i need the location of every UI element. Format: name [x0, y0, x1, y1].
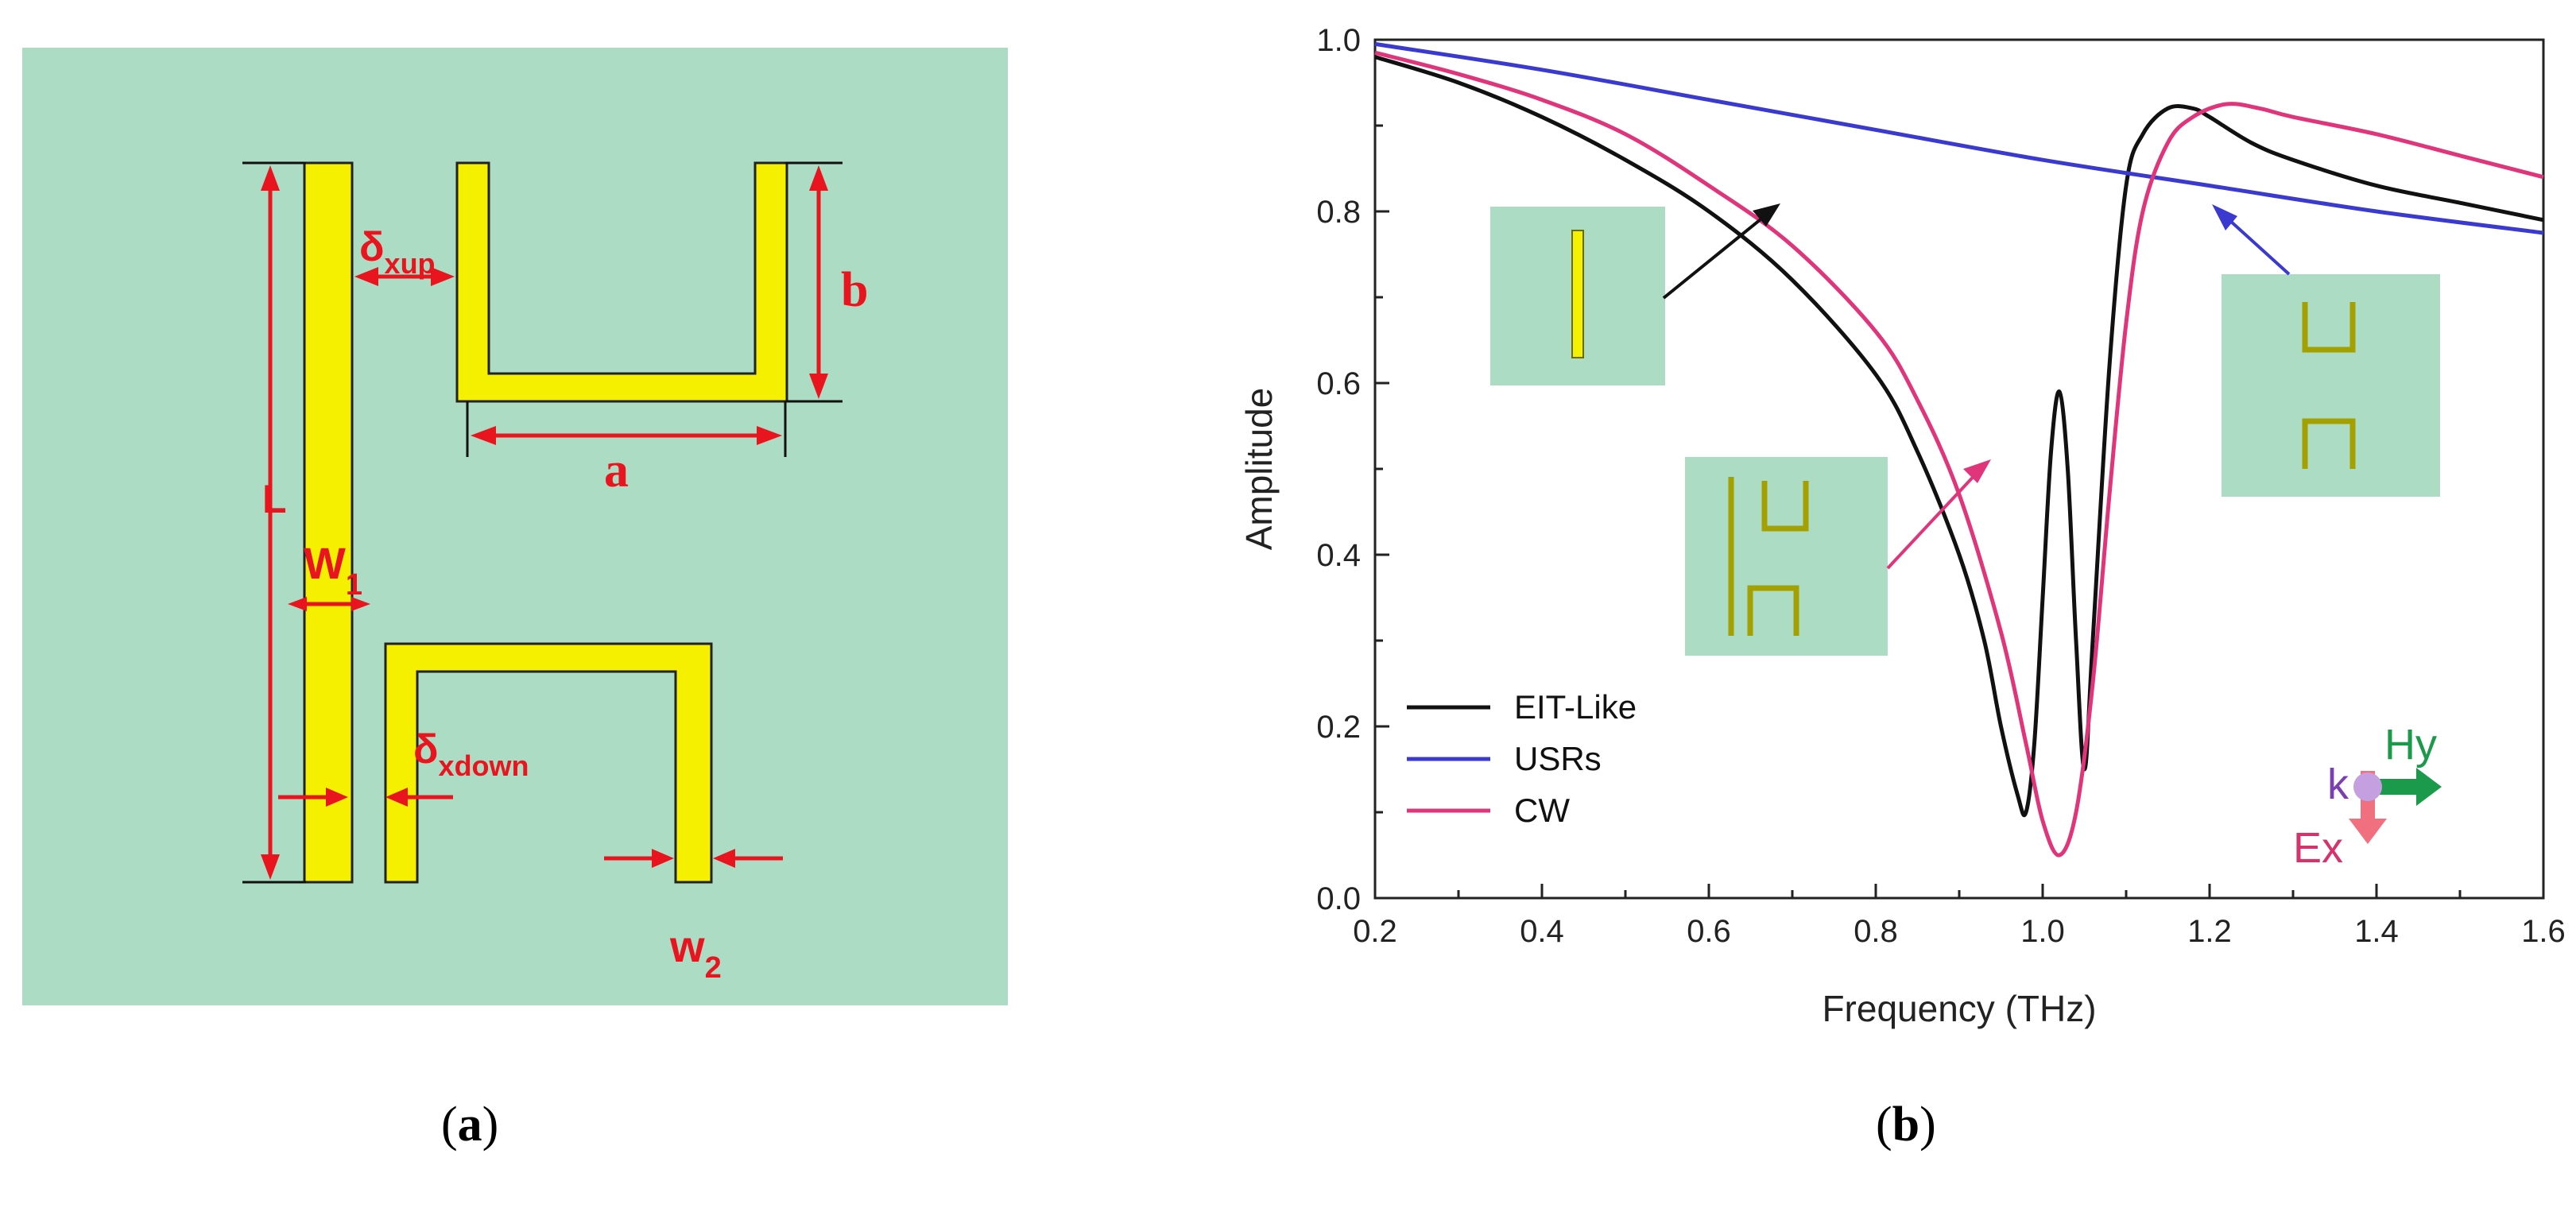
- x-axis-label: Frequency (THz): [1822, 988, 2096, 1029]
- label-w1: W1: [304, 538, 362, 602]
- label-delta-xup: δxup: [359, 224, 436, 280]
- label-b: b: [841, 263, 868, 317]
- axis-ticks: 0.2 0.4 0.6 0.8 1.0 1.2 1.4 1.60.00.20.40.60.81…: [1316, 23, 2565, 949]
- amplitude-chart: 0.2 0.4 0.6 0.8 1.0 1.2 1.4 1.60.00.20.40.60.81…: [1238, 23, 2566, 1029]
- x-tick-label: 0.4: [1520, 914, 1564, 949]
- k-vector-icon: [2353, 773, 2382, 801]
- caption-b: (b): [1876, 1098, 1936, 1152]
- inset-eit-unit: [1685, 457, 1991, 656]
- x-tick-label: 1.2: [2187, 914, 2232, 949]
- series-line-eit-like: [1374, 55, 2544, 818]
- legend-item-usrs: USRs: [1407, 740, 1602, 777]
- y-tick-label: 0.2: [1316, 710, 1361, 745]
- inset-usrs-unit: [2212, 204, 2440, 497]
- series-line-usrs: [1374, 41, 2544, 235]
- svg-text:EIT-Like: EIT-Like: [1514, 688, 1637, 726]
- svg-text:CW: CW: [1514, 792, 1570, 829]
- label-a: a: [604, 443, 629, 498]
- substrate-background: [22, 48, 1008, 1005]
- inset-cut-wire: [1490, 203, 1780, 385]
- structure-diagram: L W1 δxup b a δxdown w2: [22, 48, 1008, 1005]
- lower-split-ring: [384, 642, 713, 884]
- legend-item-eit-like: EIT-Like: [1407, 688, 1637, 726]
- series-lines: [1374, 41, 2544, 858]
- x-tick-label: 1.6: [2521, 914, 2566, 949]
- caption-a: (a): [441, 1098, 499, 1152]
- label-delta-xdown: δxdown: [413, 726, 529, 782]
- upper-split-ring: [455, 161, 788, 403]
- legend: EIT-Like USRs CW: [1407, 688, 1637, 829]
- y-tick-label: 0.8: [1316, 195, 1361, 230]
- label-k: k: [2327, 761, 2349, 808]
- x-tick-label: 0.8: [1854, 914, 1898, 949]
- x-tick-label: 1.0: [2020, 914, 2065, 949]
- label-w2: w2: [669, 921, 722, 985]
- y-tick-label: 1.0: [1316, 23, 1361, 58]
- x-tick-label: 1.4: [2354, 914, 2399, 949]
- legend-item-cw: CW: [1407, 792, 1570, 829]
- x-tick-label: 0.6: [1687, 914, 1731, 949]
- y-tick-label: 0.0: [1316, 881, 1361, 916]
- label-L: L: [262, 477, 287, 521]
- svg-text:USRs: USRs: [1514, 740, 1602, 777]
- y-tick-label: 0.4: [1316, 538, 1361, 573]
- label-hy: Hy: [2384, 721, 2437, 769]
- label-ex: Ex: [2293, 824, 2343, 872]
- polarization-indicator: k Hy Ex: [2293, 721, 2442, 872]
- y-axis-label: Amplitude: [1238, 388, 1280, 551]
- cut-wire-bar: [303, 161, 354, 884]
- x-tick-label: 0.2: [1353, 914, 1397, 949]
- y-tick-label: 0.6: [1316, 366, 1361, 401]
- series-line-cw: [1374, 50, 2544, 858]
